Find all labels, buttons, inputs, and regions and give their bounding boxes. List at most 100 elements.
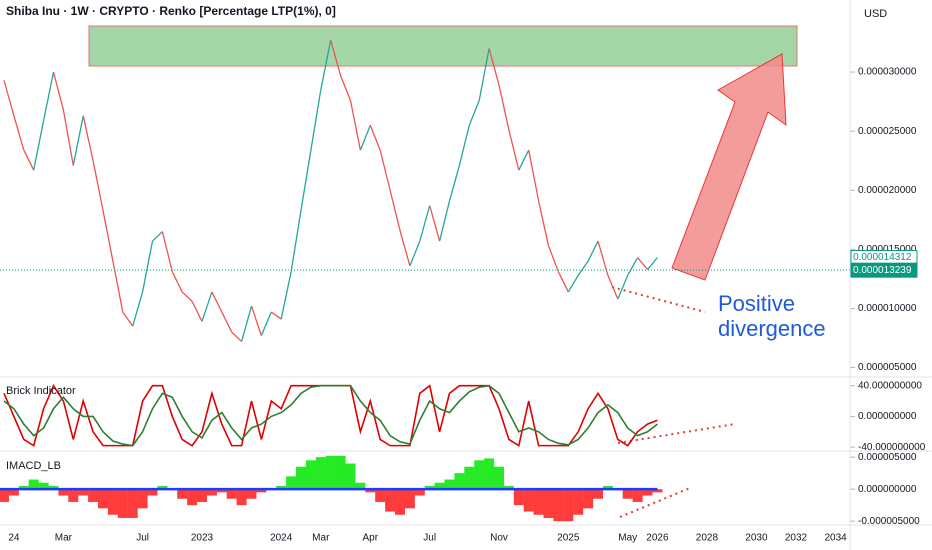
price-segment [488,48,500,86]
histogram-bar [48,485,59,490]
histogram-bar [315,457,326,490]
histogram-bar [187,489,198,506]
x-tick-label: 24 [8,533,20,544]
x-tick-label: 2023 [191,533,214,544]
price-segment [102,210,114,262]
divergence-line [611,286,706,313]
y-tick-label: 0.000020000 [858,185,917,196]
y-tick-label: 0.000000000 [858,411,917,422]
histogram-bar [355,482,366,490]
price-segment [330,40,342,76]
x-tick-label: 2032 [785,533,808,544]
histogram-bar [414,489,425,496]
price-segment [537,200,550,246]
price-segment [448,165,461,202]
histogram-bar [286,476,297,490]
divergence-line [617,423,736,444]
histogram-bar [68,489,79,502]
y-tick-label: -40.000000000 [858,442,926,453]
y-tick-label: 0.000000000 [858,484,917,495]
price-segment [221,311,233,333]
price-segment [637,257,648,270]
x-tick-label: 2026 [646,533,669,544]
price-segment [429,205,441,242]
target-zone [88,25,798,67]
price-segment [587,240,599,262]
histogram-bar [206,489,217,496]
price-segment [547,245,560,273]
indicator-line [3,384,658,447]
histogram-bar [484,458,495,490]
histogram-bar [583,489,594,509]
price-segment [359,125,371,151]
histogram-bar [474,460,485,490]
price-label: 0.000013239 [853,265,912,276]
histogram-bar [236,489,247,506]
price-segment [379,149,391,191]
price-label: 0.000014312 [853,252,912,263]
price-segment [141,240,154,293]
price-segment [339,75,352,101]
annotation-text: Positive divergence [718,291,826,341]
histogram-bar [444,479,455,490]
price-segment [181,291,193,302]
histogram-bar [464,466,475,490]
x-tick-label: 2028 [696,533,719,544]
histogram-bar [543,489,554,518]
price-segment [597,240,609,276]
x-tick-label: Jul [423,533,436,544]
histogram-bar [117,489,128,518]
price-label-bg [850,262,918,278]
histogram-bar [78,489,89,496]
histogram-bar [434,482,445,490]
y-tick-label: -0.000005000 [858,516,920,527]
histogram-bar [385,489,396,512]
histogram-bar [296,466,306,490]
price-segment [260,311,272,336]
panel-title: IMACD_LB [6,460,61,472]
price-segment [132,291,144,327]
price-segment [468,100,480,126]
y-tick-label: 0.000025000 [858,126,917,137]
price-segment [518,149,530,171]
price-segment [240,305,253,342]
price-segment [607,275,619,300]
price-segment [72,115,84,166]
price-segment [82,115,94,161]
price-segment [23,149,35,171]
price-segment [92,160,104,211]
price-segment [577,260,589,276]
price-segment [320,40,332,90]
histogram-bar [88,489,99,502]
price-segment [438,200,451,242]
histogram-bar [454,473,465,490]
divergence-line [619,487,691,518]
histogram-bar [503,485,514,490]
price-segment [389,190,401,231]
price-segment [617,275,629,300]
x-tick-label: 2034 [824,533,847,544]
y-tick-label: 0.000005000 [858,452,917,463]
price-segment [508,129,520,171]
price-segment [33,120,45,171]
panel-title: Brick Indicator [6,385,76,397]
price-segment [409,240,421,267]
y-tick-label: 40.000000000 [858,380,922,391]
x-tick-label: Jul [136,533,149,544]
price-segment [152,231,163,242]
y-tick-label: 0.000005000 [858,362,917,373]
y-tick-label: 0.000010000 [858,303,917,314]
histogram-bar [147,489,158,496]
price-segment [498,84,510,131]
histogram-bar [137,489,148,509]
price-segment [310,89,322,151]
histogram-bar [276,485,287,490]
price-segment [161,231,173,272]
histogram-bar [513,489,524,506]
histogram-bar [256,489,267,493]
histogram-bar [553,489,564,522]
histogram-bar [593,489,603,499]
x-tick-label: Apr [363,533,379,544]
histogram-bar [395,489,405,515]
